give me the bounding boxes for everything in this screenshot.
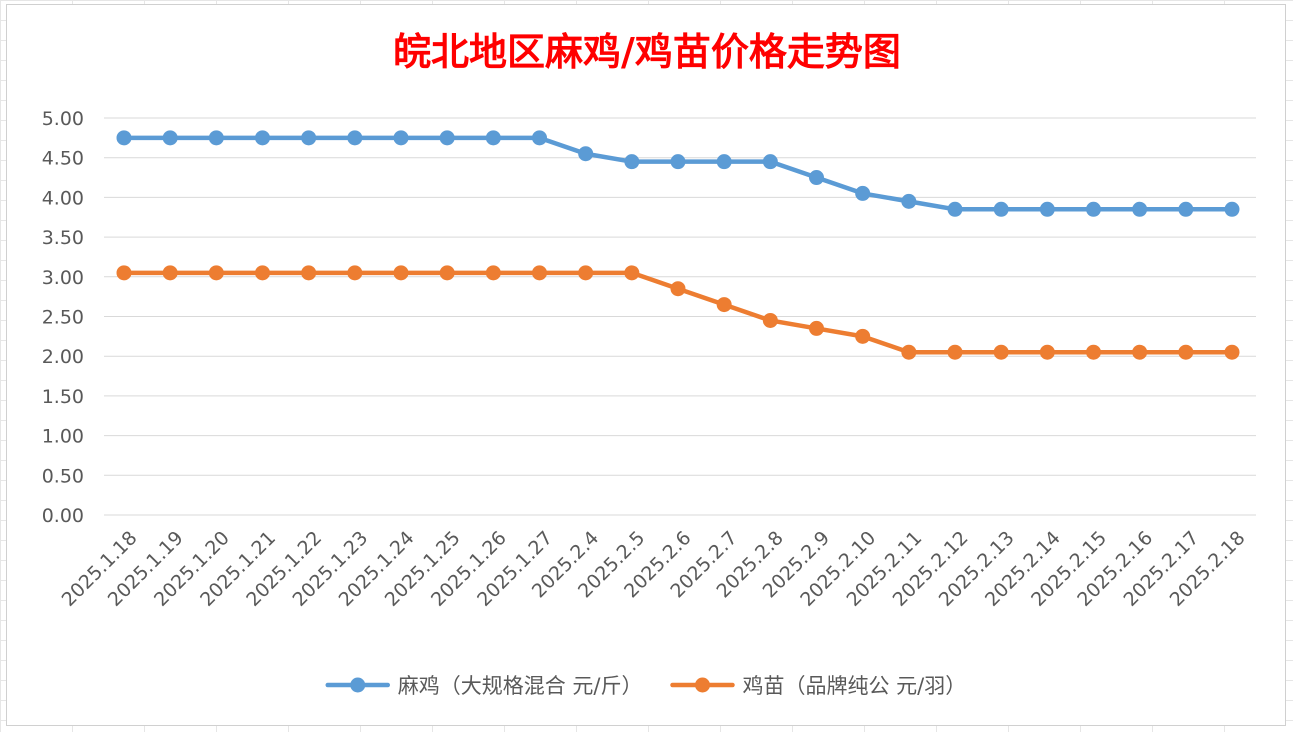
- data-point[interactable]: [578, 146, 594, 162]
- y-tick-label: 5.00: [42, 108, 84, 130]
- series-lines: [116, 130, 1240, 360]
- y-tick-label: 2.50: [42, 307, 84, 329]
- data-point[interactable]: [716, 297, 732, 313]
- data-point[interactable]: [208, 265, 224, 281]
- y-tick-label: 0.00: [42, 505, 84, 527]
- x-axis-ticks: 2025.1.182025.1.192025.1.202025.1.212025…: [58, 527, 1250, 611]
- chart-area[interactable]: 皖北地区麻鸡/鸡苗价格走势图 0.00 0.50 1.00 1.50 2.00 2.50 3…: [6, 4, 1286, 726]
- data-point[interactable]: [809, 170, 824, 186]
- series-line-1: [121, 135, 1235, 212]
- data-point[interactable]: [116, 130, 132, 146]
- data-point[interactable]: [116, 265, 132, 281]
- legend-marker-icon: [695, 677, 710, 693]
- data-point[interactable]: [393, 130, 409, 146]
- data-point[interactable]: [1086, 344, 1101, 360]
- data-point[interactable]: [901, 344, 917, 360]
- data-point[interactable]: [347, 130, 363, 146]
- data-point[interactable]: [1039, 201, 1055, 217]
- legend: 麻鸡（大规格混合 元/斤） 鸡苗（品牌纯公 元/羽）: [325, 674, 967, 698]
- data-point[interactable]: [255, 130, 270, 146]
- y-axis-ticks: 0.00 0.50 1.00 1.50 2.00 2.50 3.00 3.50 4.00 4.50…: [42, 108, 84, 527]
- line-chart: 皖北地区麻鸡/鸡苗价格走势图 0.00 0.50 1.00 1.50 2.00 2.50 3…: [42, 29, 1256, 698]
- data-point[interactable]: [532, 265, 547, 281]
- chart-title: 皖北地区麻鸡/鸡苗价格走势图: [393, 29, 901, 74]
- data-point[interactable]: [624, 154, 640, 170]
- y-tick-label: 3.50: [42, 227, 84, 249]
- data-point[interactable]: [439, 130, 455, 146]
- data-point[interactable]: [947, 201, 963, 217]
- gridlines: [104, 117, 1256, 516]
- data-point[interactable]: [670, 154, 686, 170]
- data-point[interactable]: [624, 265, 640, 281]
- data-point[interactable]: [762, 312, 778, 328]
- data-point[interactable]: [947, 344, 963, 360]
- data-point[interactable]: [1224, 344, 1240, 360]
- data-point[interactable]: [485, 130, 501, 146]
- data-point[interactable]: [1132, 344, 1148, 360]
- data-point[interactable]: [1224, 201, 1240, 217]
- data-point[interactable]: [855, 185, 871, 201]
- data-point[interactable]: [716, 154, 732, 170]
- legend-marker-icon: [350, 677, 366, 693]
- data-point[interactable]: [162, 130, 178, 146]
- data-point[interactable]: [162, 265, 178, 281]
- data-point[interactable]: [208, 130, 224, 146]
- data-point[interactable]: [1132, 201, 1148, 217]
- data-point[interactable]: [393, 265, 409, 281]
- data-point[interactable]: [1086, 201, 1101, 217]
- data-point[interactable]: [670, 281, 686, 297]
- data-point[interactable]: [485, 265, 501, 281]
- data-point[interactable]: [301, 265, 317, 281]
- data-point[interactable]: [762, 154, 778, 170]
- data-point[interactable]: [901, 193, 917, 209]
- legend-label: 麻鸡（大规格混合 元/斤）: [398, 674, 643, 698]
- data-point[interactable]: [1178, 344, 1194, 360]
- y-tick-label: 0.50: [42, 465, 84, 487]
- legend-entry-1[interactable]: 麻鸡（大规格混合 元/斤）: [325, 674, 643, 698]
- y-tick-label: 1.00: [42, 426, 84, 448]
- y-tick-label: 4.50: [42, 148, 84, 170]
- y-tick-label: 2.00: [42, 346, 84, 368]
- data-point[interactable]: [855, 328, 871, 344]
- data-point[interactable]: [255, 265, 270, 281]
- data-point[interactable]: [578, 265, 594, 281]
- y-tick-label: 4.00: [42, 187, 84, 209]
- data-point[interactable]: [439, 265, 455, 281]
- data-point[interactable]: [532, 130, 547, 146]
- data-point[interactable]: [809, 320, 824, 336]
- data-point[interactable]: [301, 130, 317, 146]
- y-tick-label: 1.50: [42, 386, 84, 408]
- legend-entry-2[interactable]: 鸡苗（品牌纯公 元/羽）: [670, 674, 967, 698]
- data-point[interactable]: [993, 344, 1009, 360]
- data-point[interactable]: [1039, 344, 1055, 360]
- data-point[interactable]: [993, 201, 1009, 217]
- data-point[interactable]: [1178, 201, 1194, 217]
- legend-label: 鸡苗（品牌纯公 元/羽）: [743, 674, 967, 698]
- y-tick-label: 3.00: [42, 267, 84, 289]
- data-point[interactable]: [347, 265, 363, 281]
